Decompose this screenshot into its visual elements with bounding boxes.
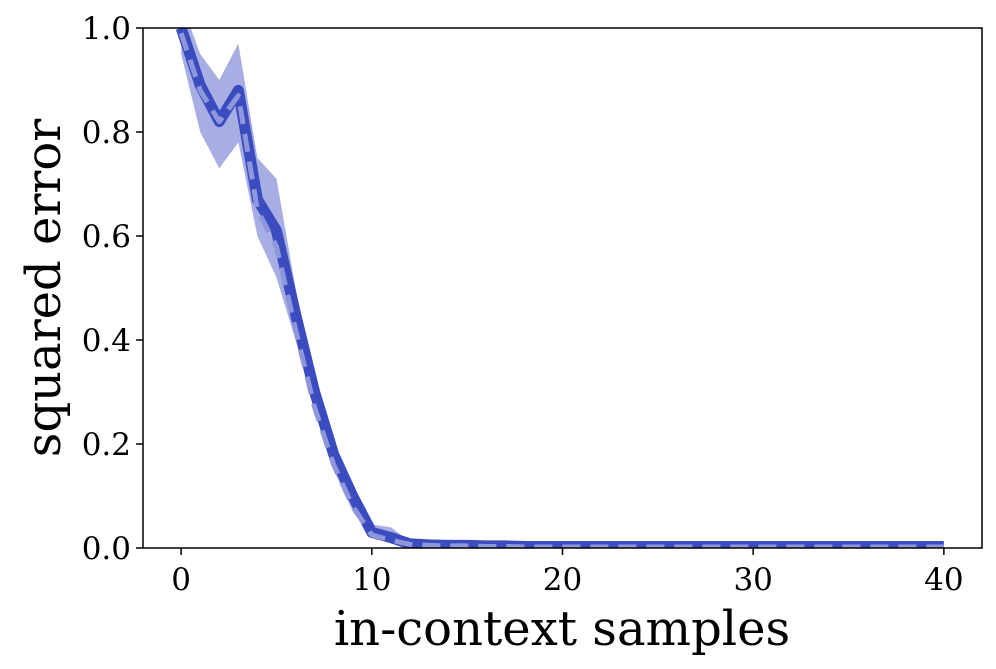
y-tick-label: 0.2 bbox=[82, 427, 131, 463]
y-tick-label: 0.0 bbox=[82, 531, 131, 567]
x-tick-label: 20 bbox=[543, 562, 582, 598]
y-tick-label: 1.0 bbox=[82, 11, 131, 47]
line bbox=[175, 28, 944, 548]
x-tick-label: 40 bbox=[924, 562, 963, 598]
y-tick-label: 0.8 bbox=[82, 115, 131, 151]
plot-area bbox=[175, 28, 944, 548]
x-tick-label: 30 bbox=[733, 562, 772, 598]
y-tick-label: 0.6 bbox=[82, 219, 131, 255]
axes-frame bbox=[142, 27, 983, 549]
x-axis-label: in-context samples bbox=[334, 601, 790, 657]
y-axis-label: squared error bbox=[16, 119, 72, 457]
dashed-line bbox=[178, 32, 944, 548]
y-tick-label: 0.4 bbox=[82, 323, 131, 359]
error-band bbox=[181, 28, 944, 547]
x-tick-label: 10 bbox=[352, 562, 391, 598]
x-tick-label: 0 bbox=[171, 562, 191, 598]
